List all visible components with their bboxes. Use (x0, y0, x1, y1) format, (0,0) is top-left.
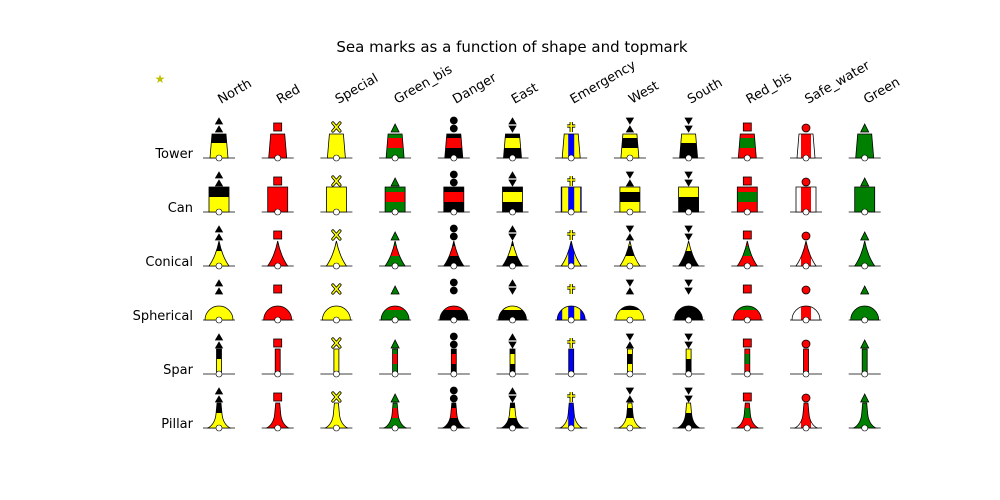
sea-mark-can-emergency (555, 176, 588, 216)
column-label-emergency: Emergency (568, 58, 639, 108)
sea-mark-spherical-emergency (555, 284, 588, 324)
sea-mark-spar-safe_water (790, 339, 822, 378)
sea-mark-conical-special (320, 229, 353, 270)
sea-mark-pillar-west (613, 387, 646, 432)
sea-mark-spherical-north (203, 279, 235, 324)
sea-mark-can-west (613, 171, 646, 216)
sea-mark-spherical-south (672, 279, 705, 324)
sea-mark-pillar-special (320, 391, 353, 432)
sea-mark-conical-red (261, 230, 294, 270)
sea-mark-conical-west (613, 225, 646, 270)
column-label-north: North (216, 76, 255, 107)
star-icon: ★ (155, 72, 166, 86)
column-label-west: West (626, 78, 661, 107)
sea-mark-can-red_bis (731, 176, 764, 216)
sea-mark-spar-north (203, 333, 235, 378)
sea-mark-can-green_bis (379, 177, 412, 216)
sea-mark-conical-emergency (555, 230, 588, 270)
sea-mark-spar-green (848, 339, 881, 378)
sea-mark-pillar-east (496, 387, 529, 432)
sea-mark-tower-safe_water (790, 123, 822, 162)
column-label-south: South (685, 76, 725, 108)
column-label-safe_water: Safe_water (803, 58, 874, 107)
sea-mark-can-red (261, 176, 294, 216)
sea-mark-can-green (848, 177, 881, 216)
row-label-conical: Conical (145, 255, 193, 270)
sea-mark-spherical-green (848, 285, 881, 324)
sea-mark-can-special (320, 175, 353, 216)
sea-mark-pillar-green (848, 393, 881, 432)
sea-mark-spherical-green_bis (379, 285, 412, 324)
sea-mark-can-east (496, 171, 529, 216)
sea-mark-grid (203, 116, 881, 432)
sea-mark-conical-red_bis (731, 230, 764, 270)
column-label-danger: Danger (450, 70, 499, 107)
sea-mark-spherical-safe_water (790, 285, 822, 324)
row-labels: Tower Can Conical Spherical Spar Pillar (133, 147, 194, 432)
row-label-spar: Spar (163, 363, 193, 378)
sea-mark-tower-green (848, 123, 881, 162)
column-label-green_bis: Green_bis (392, 62, 456, 107)
sea-mark-spar-south (672, 333, 705, 378)
sea-mark-spar-emergency (555, 338, 588, 378)
sea-mark-tower-west (613, 117, 646, 162)
sea-mark-conical-safe_water (790, 231, 822, 270)
sea-mark-conical-east (496, 225, 529, 270)
sea-mark-pillar-danger (437, 386, 470, 432)
sea-mark-conical-south (672, 225, 705, 270)
column-label-red: Red (274, 82, 303, 107)
row-label-can: Can (168, 201, 193, 216)
sea-mark-pillar-red (261, 392, 294, 432)
sea-mark-tower-east (496, 117, 529, 162)
sea-mark-can-danger (437, 170, 470, 216)
sea-mark-pillar-south (672, 387, 705, 432)
sea-mark-pillar-red_bis (731, 392, 764, 432)
sea-mark-conical-green_bis (379, 231, 412, 270)
sea-mark-spar-special (320, 337, 353, 378)
column-label-special: Special (333, 71, 381, 107)
sea-mark-tower-south (672, 117, 705, 162)
column-label-east: East (509, 80, 541, 107)
figure-title: Sea marks as a function of shape and top… (336, 38, 688, 56)
sea-mark-pillar-emergency (555, 392, 588, 432)
column-label-green: Green (861, 75, 903, 108)
sea-mark-conical-green (848, 231, 881, 270)
sea-mark-spar-green_bis (379, 339, 412, 378)
sea-mark-spherical-danger (437, 278, 470, 324)
sea-mark-can-north (203, 171, 235, 216)
sea-mark-pillar-green_bis (379, 393, 412, 432)
sea-mark-spar-red_bis (731, 338, 764, 378)
column-label-red_bis: Red_bis (744, 69, 795, 107)
sea-mark-can-south (672, 171, 705, 216)
row-label-pillar: Pillar (161, 417, 193, 432)
sea-mark-spherical-red_bis (731, 284, 764, 324)
sea-mark-pillar-safe_water (790, 393, 822, 432)
sea-mark-spherical-east (496, 279, 529, 324)
sea-mark-pillar-north (203, 387, 235, 432)
sea-mark-spar-east (496, 333, 529, 378)
sea-mark-spar-red (261, 338, 294, 378)
sea-mark-tower-special (320, 121, 353, 162)
sea-mark-spherical-west (613, 279, 646, 324)
sea-mark-tower-north (203, 117, 235, 162)
sea-mark-tower-danger (437, 116, 470, 162)
sea-mark-tower-red (261, 122, 294, 162)
sea-mark-conical-north (203, 225, 235, 270)
sea-mark-spar-danger (437, 332, 470, 378)
sea-mark-spherical-red (261, 284, 294, 324)
row-label-spherical: Spherical (133, 309, 193, 324)
sea-mark-spar-west (613, 333, 646, 378)
row-label-tower: Tower (154, 147, 193, 162)
sea-mark-tower-red_bis (731, 122, 764, 162)
sea-mark-can-safe_water (790, 177, 822, 216)
sea-mark-conical-danger (437, 224, 470, 270)
sea-mark-tower-emergency (555, 122, 588, 162)
sea-mark-spherical-special (320, 283, 353, 324)
sea-mark-tower-green_bis (379, 123, 412, 162)
